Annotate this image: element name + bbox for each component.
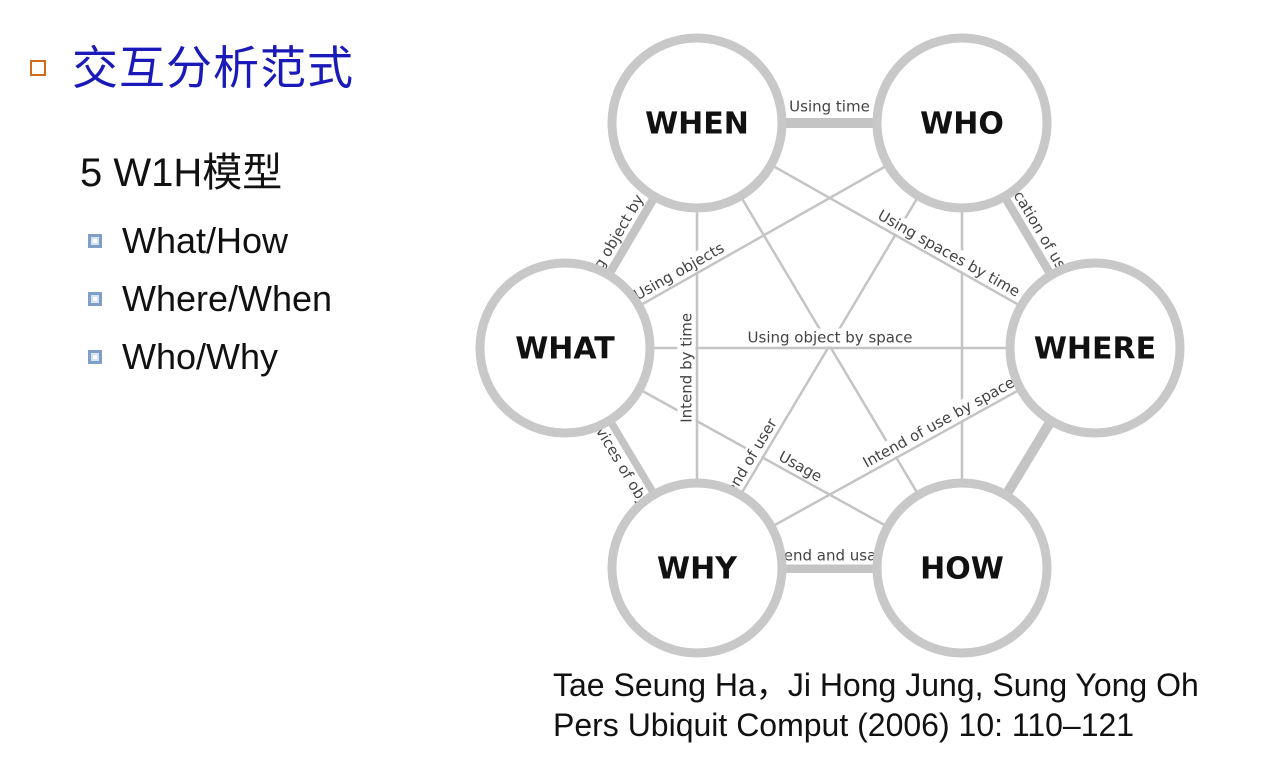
node-how: HOW [872,478,1052,658]
node-circle [607,33,787,213]
node-where: WHERE [1005,258,1185,438]
edge-label-what-who: Using objects [631,239,728,304]
square-bullet-icon [88,350,102,364]
citation: Tae Seung Ha，Ji Hong Jung, Sung Yong Oh … [553,665,1199,745]
citation-source: Pers Ubiquit Comput (2006) 10: 110–121 [553,707,1135,743]
edge-label-when-who: Using time [789,98,870,116]
node-layer: WHEN WHO WHAT WHERE WHY HOW [475,33,1185,658]
edge-label-bg [745,328,915,347]
edge-label-when-where: Using spaces by time [875,206,1023,301]
node-circle [872,478,1052,658]
edge-label-why-where: Intend of use by space [860,373,1018,471]
slide-title-row: 交互分析范式 [30,30,354,100]
edge-label-what-where: Using object by space [748,329,913,347]
bullet-item: Where/When [88,270,332,328]
node-circle [1005,258,1185,438]
title-bullet-icon [30,60,46,76]
edge-label-bg [999,171,1080,288]
edge-label-bg [578,400,665,528]
node-label-what: WHAT [515,332,615,367]
edge-label-what-how: Usage [776,447,826,485]
node-label-when: WHEN [645,107,749,142]
square-bullet-icon [88,234,102,248]
w1h-diagram: Using time Location of user Intend and usa… [470,20,1190,670]
node-circle [607,478,787,658]
node-label-why: WHY [657,552,738,587]
slide-subtitle: 5 W1H模型 [80,151,283,195]
edge-label-bg [761,546,898,565]
node-circle [475,258,655,438]
edge-label-bg [628,237,730,306]
node-label-where: WHERE [1034,332,1156,367]
node-label-who: WHO [920,107,1004,142]
bullet-text: Where/When [122,278,333,319]
edge-label-how-why: Intend and usage [764,547,895,565]
edge-label-why-when: Intend by time [677,313,695,423]
bullet-list: What/How Where/When Who/Why [88,212,332,386]
node-what: WHAT [475,258,655,438]
bullet-text: Who/Why [122,336,279,377]
node-label-how: HOW [920,552,1004,587]
bullet-item: Who/Why [88,328,332,386]
node-why: WHY [607,478,787,658]
edge-label-bg [773,446,827,487]
bullet-text: What/How [122,220,289,261]
bullet-item: What/How [88,212,332,270]
edge-label-bg [787,97,872,116]
node-circle [872,33,1052,213]
node-when: WHEN [607,33,787,213]
square-bullet-icon [88,292,102,306]
edge-label-bg [857,372,1020,473]
citation-authors: Tae Seung Ha，Ji Hong Jung, Sung Yong Oh [553,667,1199,703]
edge-label-bg [677,310,696,425]
node-who: WHO [872,33,1052,213]
edge-label-bg [872,205,1025,302]
slide-title: 交互分析范式 [72,42,354,94]
